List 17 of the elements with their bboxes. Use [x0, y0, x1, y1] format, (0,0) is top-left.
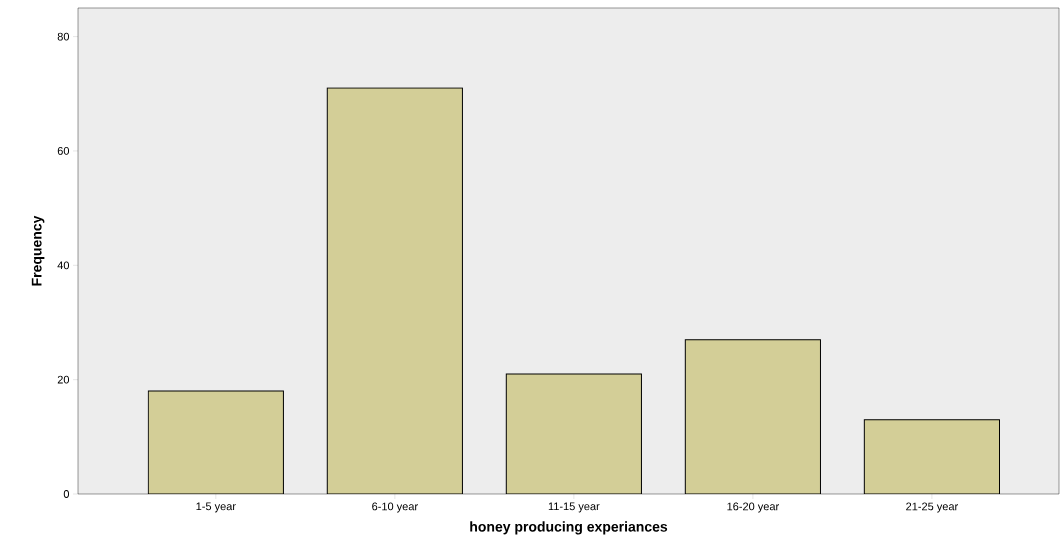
- x-tick-label: 11-15 year: [548, 502, 600, 513]
- y-axis-title: Frequency: [31, 215, 45, 286]
- y-tick-label: 80: [57, 32, 70, 41]
- x-axis-title: honey producing experiances: [470, 521, 668, 535]
- x-tick-label: 1-5 year: [196, 502, 236, 513]
- x-tick-label: 16-20 year: [727, 502, 779, 513]
- bar: [147, 390, 284, 494]
- bar: [685, 339, 821, 494]
- y-tick-label: 40: [57, 261, 70, 270]
- y-tick-label: 60: [57, 147, 70, 155]
- bar: [326, 87, 463, 494]
- bar: [863, 419, 1000, 494]
- bar: [505, 373, 642, 494]
- x-tick-label: 21-25 year: [906, 502, 958, 513]
- y-tick-label: 0: [63, 490, 70, 498]
- y-tick-label: 20: [57, 375, 70, 384]
- x-tick-label: 6-10 year: [372, 502, 418, 513]
